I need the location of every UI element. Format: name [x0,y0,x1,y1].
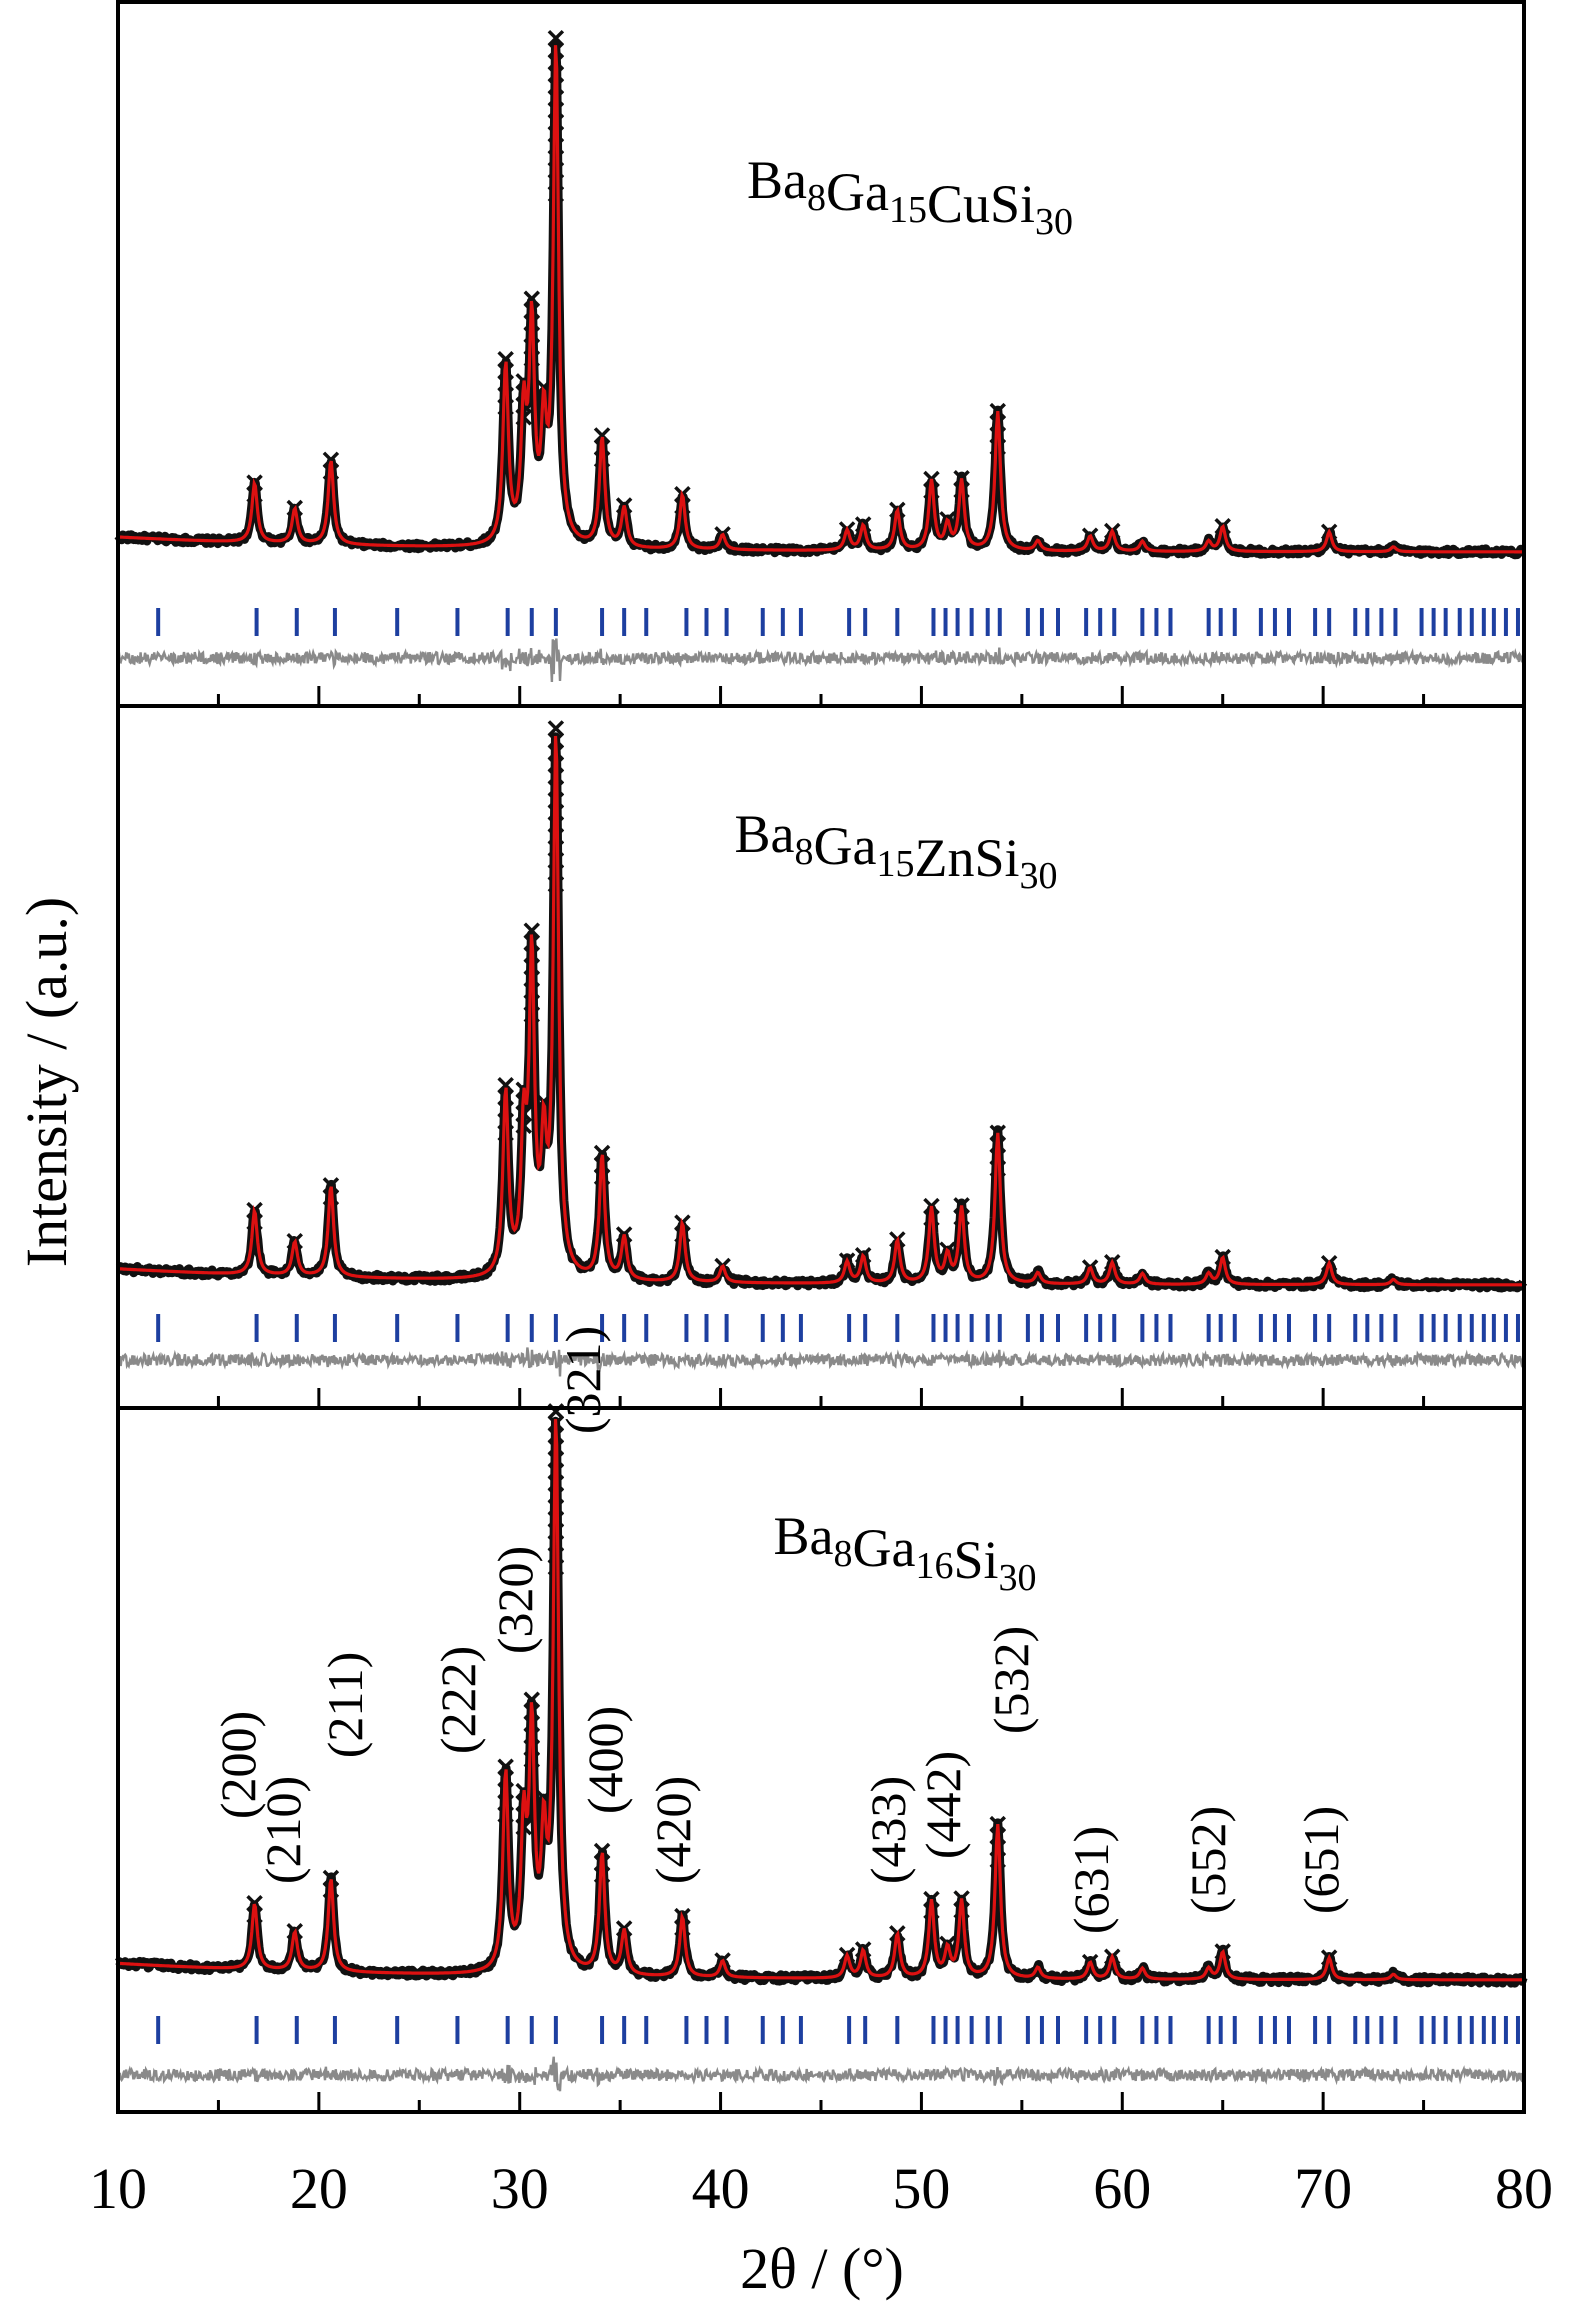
observed-point [497,1124,514,1142]
observed-point [535,379,553,396]
observed-point [523,1751,541,1768]
x-tick-label: 30 [491,2156,549,2221]
hkl-label: (420) [645,1776,701,1884]
panel-formula-label: Ba8Ga16Si30 [773,1506,1036,1599]
observed-point [523,994,541,1011]
observed-point [535,1789,553,1807]
observed-point [547,1535,565,1552]
observed-point [674,498,691,515]
difference-series [116,1347,1525,1377]
observed-point [547,161,565,179]
x-tick-label: 50 [892,2156,950,2221]
hkl-label: (200) [210,1711,266,1819]
hkl-label: (222) [430,1646,486,1754]
hkl-label: (210) [255,1776,311,1884]
hkl-label: (211) [317,1652,373,1758]
observed-point [497,399,514,416]
observed-point [523,350,541,367]
observed-point [547,864,565,881]
observed-point [523,1691,541,1708]
observed-point [547,137,565,155]
panel-1: Ba8Ga15CuSi30 [114,0,1527,708]
calculated-series [117,45,1524,554]
y-axis-title: Intensity / (a.u.) [14,897,79,1267]
observed-point [322,1177,340,1194]
observed-point [547,1559,565,1576]
observed-point [497,1758,514,1775]
panels-layer: Ba8Ga15CuSi30 Ba8Ga15ZnSi30 Ba8Ga16Si30 [114,0,1528,2114]
observed-point [246,1895,263,1912]
observed-point [322,1869,340,1887]
observed-point [515,1818,532,1836]
hkl-label: (321) [555,1326,611,1434]
observed-point [547,840,565,857]
x-tick-label: 80 [1495,2156,1553,2221]
panel-frame [116,0,1526,708]
x-tick-label: 10 [89,2156,147,2221]
observed-point [547,173,565,191]
observed-point [593,1842,611,1860]
observed-point [515,409,532,426]
hkl-label: (442) [915,1751,971,1859]
observed-point [547,1523,565,1540]
panel-3: Ba8Ga16Si30 [114,1403,1528,2114]
hkl-label: (631) [1063,1826,1119,1934]
difference-series [116,2056,1525,2092]
observed-point [523,290,541,307]
hkl-label: (532) [983,1626,1039,1734]
x-tick-label: 70 [1294,2156,1352,2221]
panel-formula-label: Ba8Ga15CuSi30 [747,150,1073,243]
x-axis-title: 2θ / (°) [740,2236,904,2301]
observed-point [547,720,565,737]
observed-point [547,29,565,47]
observed-point [593,1144,611,1162]
difference-series [116,638,1525,683]
observed-point [989,438,1006,456]
panel-2: Ba8Ga15ZnSi30 [114,704,1528,1410]
observed-point [547,1547,565,1564]
panel-formula-label: Ba8Ga15ZnSi30 [735,804,1058,897]
x-tick-label: 20 [290,2156,348,2221]
hkl-label: (651) [1293,1806,1349,1914]
calculated-series [117,735,1524,1287]
observed-point [547,876,565,893]
observed-point [497,351,514,368]
observed-point [989,1851,1006,1869]
observed-point [523,338,541,355]
observed-point [523,1006,541,1023]
hkl-label: (320) [487,1546,543,1654]
hkl-label: (433) [860,1776,916,1884]
x-tick-label: 60 [1093,2156,1151,2221]
observed-point [322,451,340,469]
observed-point [547,149,565,167]
observed-point [497,1076,514,1094]
x-tick-label: 40 [692,2156,750,2221]
x-tick-labels: 10 20 30 40 50 60 70 80 [89,2156,1553,2221]
observed-point [989,1160,1006,1178]
panel-frame [116,704,1526,1410]
observed-point [593,451,611,468]
hkl-label: (400) [577,1706,633,1814]
observed-point [497,1806,514,1823]
observed-point [547,185,565,203]
hkl-labels: (200)(210)(211) (222)(320) (321) (400)(420)… [210,1326,1349,1934]
observed-point [523,922,541,939]
hkl-label: (552) [1180,1806,1236,1914]
observed-point [547,852,565,869]
observed-point [593,427,611,444]
calculated-series [117,1419,1524,1982]
